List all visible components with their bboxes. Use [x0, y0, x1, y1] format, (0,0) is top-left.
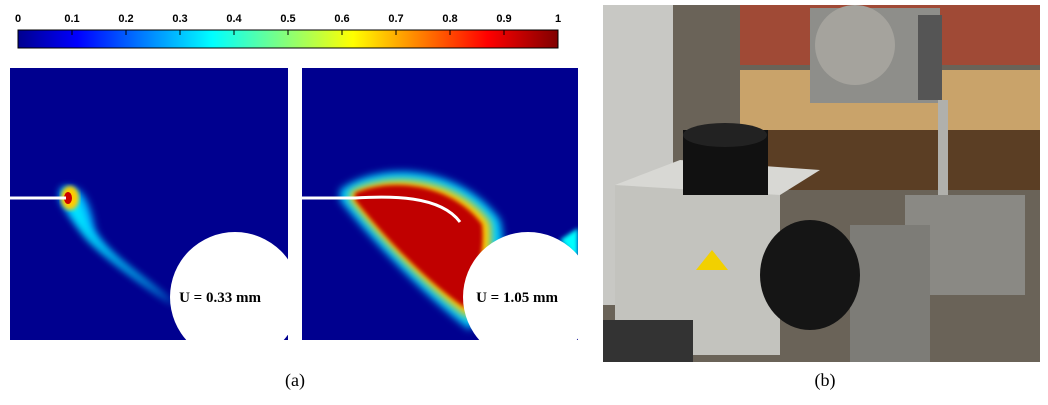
panel-label: U = 0.33 mm: [179, 290, 261, 306]
colorbar-tick-label: 1: [555, 13, 561, 25]
caption: (a): [285, 370, 305, 391]
photo: [603, 5, 1040, 362]
colorbar-tick-label: 0.8: [442, 13, 457, 25]
colorbar-tick-label: 0.5: [280, 13, 295, 25]
colorbar-tick-label: 0.6: [334, 13, 349, 25]
colorbar-tick-label: 0.9: [496, 13, 511, 25]
colorbar-tick-label: 0.7: [388, 13, 403, 25]
colorbar-tick-label: 0.3: [172, 13, 187, 25]
colorbar-tick-label: 0.4: [226, 13, 242, 25]
damage-plot: [10, 68, 288, 340]
colorbar-tick-label: 0: [15, 13, 21, 25]
caption: (b): [815, 370, 836, 391]
damage-plot: [302, 68, 578, 340]
colorbar-tick-label: 0.2: [118, 13, 133, 25]
colorbar-tick-label: 0.1: [64, 13, 79, 25]
panel-label: U = 1.05 mm: [476, 290, 558, 306]
